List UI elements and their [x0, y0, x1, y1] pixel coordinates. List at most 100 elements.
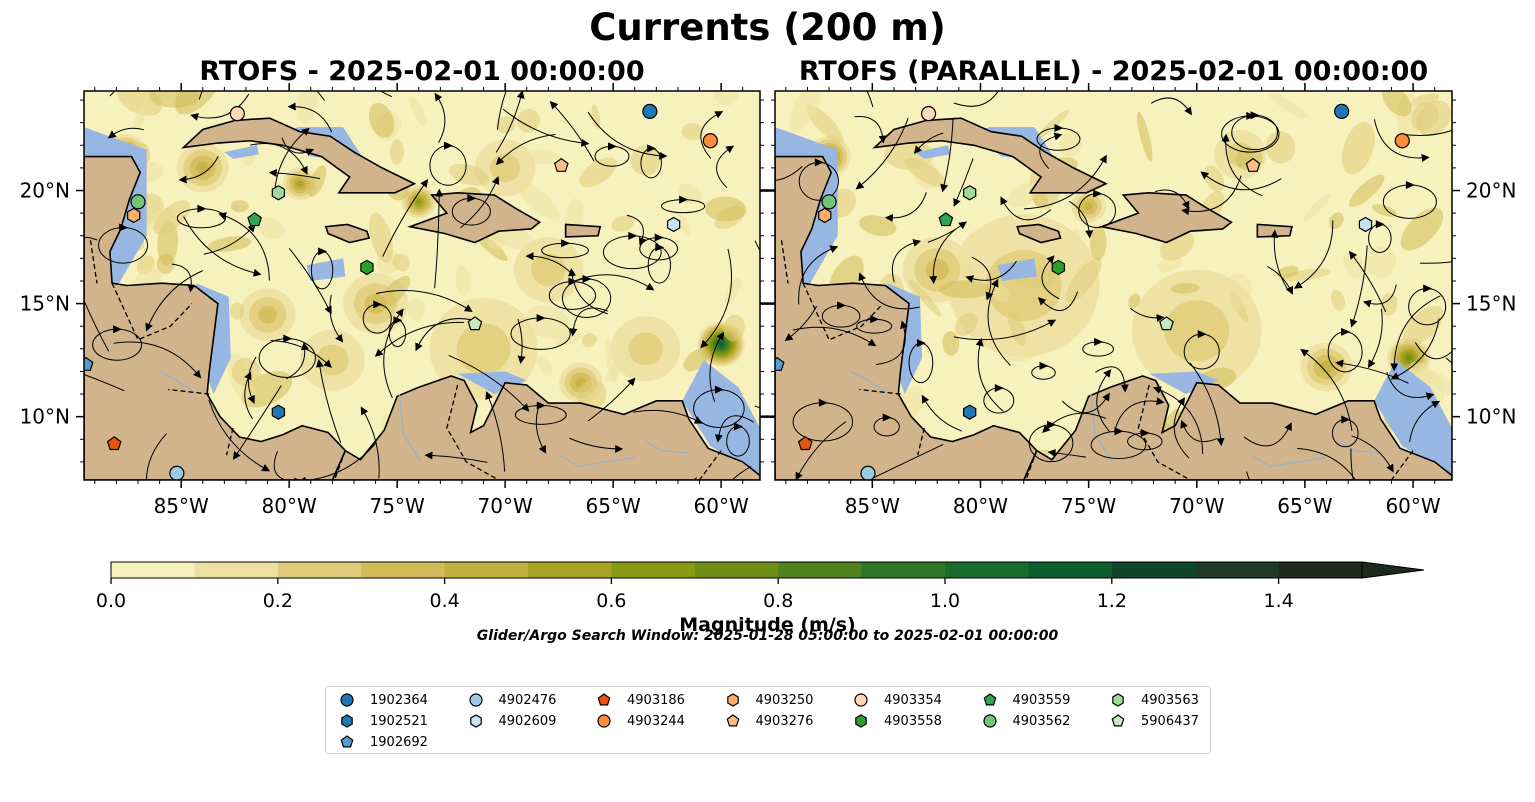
colorbar-extend-arrow	[1361, 561, 1425, 579]
current-speed-contour	[1269, 93, 1309, 119]
lat-tick-label: 15°N	[1466, 292, 1516, 316]
lon-tick-label: 60°W	[1385, 494, 1440, 518]
streamline	[208, 399, 271, 472]
colorbar-tick-label: 0.2	[263, 590, 293, 612]
streamline-arrow	[870, 315, 880, 324]
streamline	[700, 248, 733, 349]
streamline	[855, 117, 909, 190]
legend-marker	[340, 693, 354, 707]
streamline-arrow	[113, 325, 123, 334]
float-marker-4903186	[106, 436, 122, 451]
country-border	[859, 388, 901, 395]
legend-marker-icon	[340, 693, 354, 707]
streamline-arrow	[654, 233, 664, 242]
float-marker-4902609	[1358, 216, 1373, 233]
legend-item-4903563: 4903563	[1109, 691, 1199, 709]
float-marker-1902521	[963, 404, 977, 420]
streamline	[1152, 386, 1204, 454]
lon-tick-label: 75°W	[370, 494, 425, 518]
current-speed-contour	[196, 161, 210, 175]
current-speed-contour	[1007, 183, 1037, 208]
float-marker-4903563	[963, 185, 977, 201]
current-speed-contour	[1364, 246, 1397, 278]
streamline-arrow	[373, 300, 383, 309]
colorbar-segment	[444, 562, 529, 578]
current-speed-contour	[1341, 122, 1375, 175]
streamline	[975, 337, 1004, 412]
streamline	[1409, 400, 1441, 442]
streamline-arrow	[197, 204, 207, 213]
current-speed-contour	[628, 332, 663, 366]
river	[645, 440, 689, 454]
legend-item-4903250: 4903250	[724, 691, 813, 709]
country-border	[168, 388, 210, 395]
streamline	[1414, 342, 1452, 360]
streamline	[178, 156, 219, 184]
current-speed-contour	[576, 380, 607, 411]
river	[1337, 440, 1381, 454]
float-marker-1902521	[271, 404, 286, 420]
country-border	[802, 282, 884, 341]
legend-marker	[726, 714, 739, 727]
streamline-arrow	[1423, 284, 1433, 293]
current-speed-contour	[1348, 174, 1385, 208]
legend-marker-icon	[597, 714, 611, 728]
current-speed-contour	[1303, 193, 1332, 221]
colorbar-frame	[110, 561, 1363, 579]
lon-tick-label: 65°W	[586, 494, 641, 518]
landmass	[331, 375, 760, 480]
streamline-arrow	[393, 316, 403, 325]
streamline	[84, 236, 98, 241]
legend-item-4903276: 4903276	[724, 712, 813, 730]
legend-label: 4902476	[498, 692, 557, 708]
landmass	[1022, 375, 1452, 480]
streamline-arrow	[733, 422, 743, 431]
legend-label: 4903186	[627, 692, 685, 708]
streamline	[1349, 245, 1368, 328]
lat-tick-label: 10°N	[1466, 405, 1516, 429]
legend-marker	[1111, 714, 1125, 727]
current-speed-contour	[308, 165, 327, 197]
legend-label: 4902609	[498, 713, 557, 729]
legend-marker	[341, 714, 353, 728]
streamline	[1221, 133, 1263, 197]
streamline	[1351, 435, 1394, 473]
streamline	[274, 127, 310, 193]
lon-tick-label: 70°W	[478, 494, 533, 518]
float-marker-4903250	[818, 207, 832, 224]
streamline	[1300, 348, 1353, 431]
streamline-arrow	[916, 339, 926, 348]
left-panel-title: RTOFS - 2025-02-01 00:00:00	[199, 56, 645, 87]
legend-item-4903558: 4903558	[852, 712, 942, 730]
legend-item-5906437: 5906437	[1109, 712, 1199, 730]
lat-tick-label: 15°N	[20, 292, 70, 316]
legend-label: 5906437	[1141, 713, 1199, 729]
streamline	[569, 437, 624, 453]
float-marker-1902692	[775, 356, 785, 371]
legend-item-4903562: 4903562	[981, 712, 1070, 730]
current-speed-contour	[1137, 111, 1153, 162]
legend-marker-icon	[468, 693, 483, 707]
float-marker-1902364	[1334, 103, 1350, 119]
streamline	[1113, 397, 1165, 433]
colorbar-segment	[528, 562, 612, 578]
current-speed-contour	[789, 91, 821, 132]
float-marker-4903244	[1394, 133, 1410, 149]
streamline	[953, 319, 1057, 341]
shallow-shelf	[915, 145, 951, 159]
streamline	[633, 409, 703, 424]
streamline	[434, 188, 444, 289]
current-speed-contour	[1220, 273, 1252, 312]
colorbar-segment	[861, 562, 946, 578]
lat-tick-label: 20°N	[1466, 179, 1516, 203]
current-speed-contour	[1372, 204, 1397, 217]
streamline	[587, 377, 636, 422]
float-marker-1902692	[84, 356, 94, 371]
streamline	[891, 239, 922, 283]
float-marker-4903559	[247, 212, 262, 227]
current-speed-contour	[1330, 290, 1346, 311]
current-speed-contour	[1280, 268, 1331, 282]
country-border	[1390, 450, 1414, 480]
streamline	[1000, 196, 1052, 221]
lat-tick-label: 10°N	[20, 405, 70, 429]
